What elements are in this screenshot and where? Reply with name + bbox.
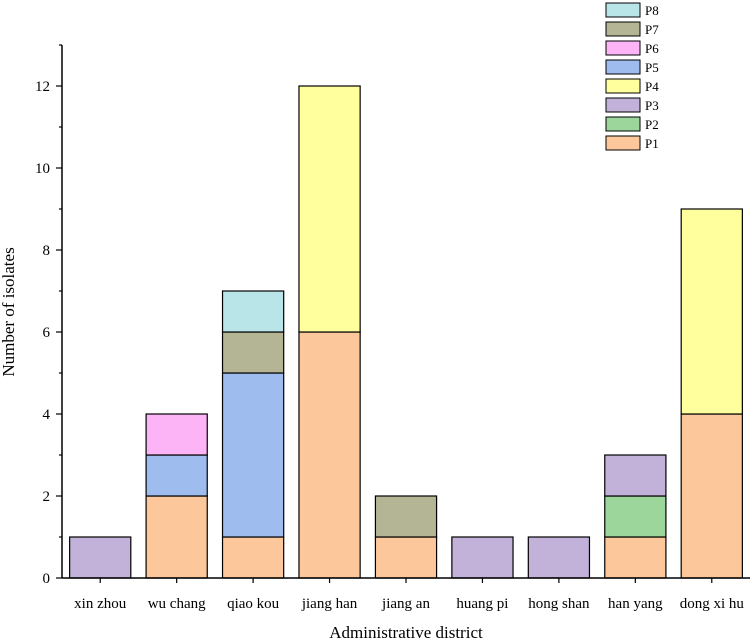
bar-segment-p1-han-yang	[604, 536, 667, 579]
legend-swatch-p2	[605, 116, 641, 132]
legend-swatch-p7	[605, 21, 641, 37]
legend-label-p3: P3	[645, 98, 659, 113]
bar-segment-p1-jiang-an	[374, 536, 438, 579]
x-tick-label: wu chang	[148, 596, 206, 612]
bar-segment-p8-qiao-kou	[221, 290, 285, 333]
y-tick-label: 2	[43, 489, 51, 505]
bar-segment-p4-jiang-han	[298, 85, 361, 333]
bar-segment-p5-wu-chang	[145, 454, 208, 497]
x-tick-label: jiang an	[381, 596, 430, 612]
bar-segment-p6-wu-chang	[145, 413, 208, 456]
y-tick-label: 10	[35, 161, 50, 177]
bar-segment-p4-dong-xi-hu	[680, 208, 743, 415]
legend-swatch-p6	[605, 40, 641, 56]
bar-segment-p1-qiao-kou	[221, 536, 285, 579]
y-tick-label: 0	[43, 571, 51, 587]
legend: P8 P7 P6 P5 P4 P3 P2 P1	[605, 2, 659, 151]
bar-segment-p7-jiang-an	[374, 495, 438, 538]
legend-label-p6: P6	[645, 41, 659, 56]
legend-label-p4: P4	[645, 79, 659, 94]
legend-label-p2: P2	[645, 117, 659, 132]
x-tick-label: xin zhou	[74, 596, 127, 612]
bar-segment-p1-wu-chang	[145, 495, 208, 579]
x-tick-label: han yang	[608, 596, 663, 612]
bar-segment-p1-jiang-han	[298, 331, 361, 579]
legend-label-p7: P7	[645, 22, 659, 37]
bar-segment-p5-qiao-kou	[221, 372, 285, 538]
legend-label-p8: P8	[645, 3, 659, 18]
bar-segment-p3-huang-pi	[451, 536, 514, 579]
bars-group	[69, 85, 743, 579]
x-tick-label: hong shan	[528, 596, 590, 612]
legend-swatch-p1	[605, 135, 641, 151]
x-tick-label: huang pi	[456, 596, 508, 612]
x-tick-label: qiao kou	[227, 596, 280, 612]
legend-label-p5: P5	[645, 60, 659, 75]
bar-segment-p7-qiao-kou	[221, 331, 285, 374]
bar-segment-p1-dong-xi-hu	[680, 413, 743, 579]
bar-segment-p3-xin-zhou	[69, 536, 132, 579]
y-tick-label: 4	[43, 407, 51, 423]
axis-lines-group	[56, 44, 750, 583]
y-tick-label: 12	[35, 79, 50, 95]
x-tick-label: dong xi hu	[680, 596, 745, 612]
y-axis-title: Number of isolates	[0, 247, 18, 376]
x-tick-label: jiang han	[301, 596, 358, 612]
tick-labels-group: xin zhou wu chang qiao kou jiang han jiang a…	[35, 79, 744, 612]
y-tick-label: 8	[43, 243, 51, 259]
legend-swatch-p8	[605, 2, 641, 18]
legend-swatch-p5	[605, 59, 641, 75]
bar-segment-p3-han-yang	[604, 454, 667, 497]
bar-segment-p3-hong-shan	[527, 536, 591, 579]
x-axis-title: Administrative district	[329, 623, 483, 641]
legend-swatch-p4	[605, 78, 641, 94]
legend-label-p1: P1	[645, 136, 659, 151]
y-tick-label: 6	[43, 325, 51, 341]
bar-segment-p2-han-yang	[604, 495, 667, 538]
legend-swatch-p3	[605, 97, 641, 113]
